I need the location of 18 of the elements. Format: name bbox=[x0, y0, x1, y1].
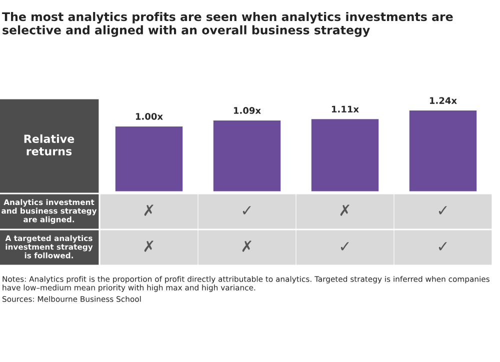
text: ✗ bbox=[144, 204, 154, 216]
bar bbox=[310, 118, 380, 192]
text: ✓ bbox=[438, 242, 447, 250]
data-label: 1.00x bbox=[136, 113, 163, 120]
data-label: 1.11x bbox=[332, 106, 359, 112]
chart-title: The most analytics profits are seen when analytics investments are selective and aligned with an overall business strategy bbox=[2, 12, 453, 37]
text: ✓ bbox=[438, 206, 447, 214]
text: ✗ bbox=[340, 204, 350, 216]
bar bbox=[114, 125, 184, 192]
text: ✓ bbox=[340, 242, 349, 250]
y-axis-title: Relative returns bbox=[24, 134, 74, 156]
bar bbox=[408, 109, 478, 192]
data-label: 1.24x bbox=[430, 97, 457, 104]
text: ✓ bbox=[242, 206, 251, 214]
data-label: 1.09x bbox=[234, 107, 261, 114]
bar bbox=[212, 119, 282, 192]
text: ✗ bbox=[144, 240, 154, 252]
text: ✗ bbox=[242, 240, 252, 252]
